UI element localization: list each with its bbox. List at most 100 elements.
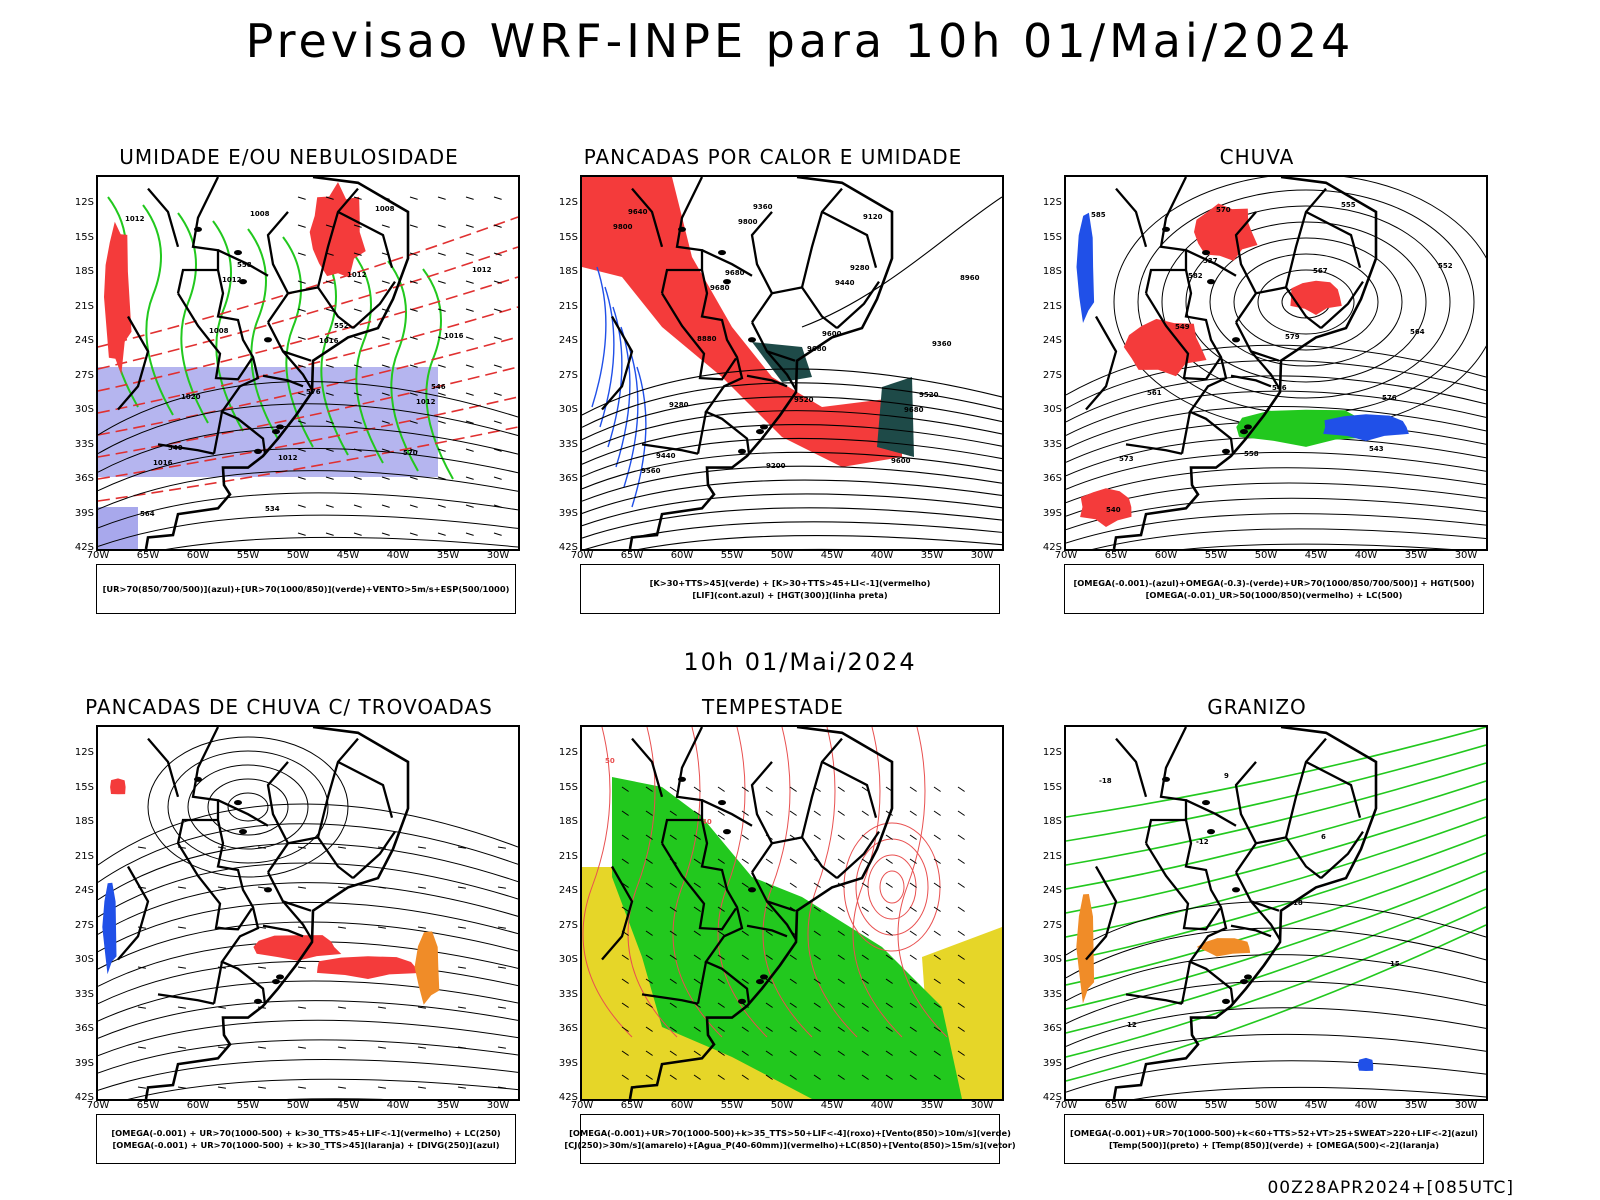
lake-marker [1162,776,1170,782]
map-granizo: -18 -12 18 15 12 9 6 [1064,725,1488,1101]
cloud-area [309,182,366,278]
wind-vector [909,858,917,864]
latitude-label: 12S [558,747,578,758]
wind-vector [837,978,845,984]
hail-area [1076,894,1095,1004]
border-line [176,268,218,294]
wind-vector [765,1074,773,1080]
wind-vector [765,1002,773,1008]
wind-vector [957,786,965,792]
wind-vector [493,252,502,256]
contour-label: 9680 [904,406,924,414]
wind-vector [457,926,466,929]
wind-vector [297,280,306,284]
legend-line: [Temp(500)](preto) + [Temp(850)](verde) … [1108,1140,1440,1150]
wind-vector [741,1050,749,1056]
wind-vector [645,882,653,888]
wind-vector [789,1026,797,1032]
border-line [836,830,880,879]
longitude-label: 70W [86,550,110,561]
contour-line [1183,543,1452,549]
contour-label: 567 [1313,267,1328,275]
main-title: Previsao WRF-INPE para 10h 01/Mai/2024 [245,14,1355,68]
wind-vector [337,1046,346,1049]
water-contour [807,727,858,1038]
border-line [696,411,708,454]
border-line [800,737,843,838]
contour-line [98,1039,518,1074]
border-line [1235,836,1322,880]
contour-line [1066,1007,1486,1047]
contour-label: 573 [1119,455,1134,463]
border-line [352,830,396,879]
wind-vector [297,308,306,312]
wind-vector [909,954,917,960]
legend-line: [K>30+TTS>45](verde) + [K>30+TTS>45+LI<-… [649,578,931,588]
wind-vector [645,834,653,840]
wind-vector [137,1006,146,1009]
lake-marker [1207,279,1215,285]
contour-label: 6 [1321,833,1326,841]
wind-vector [909,1002,917,1008]
wind-vector [493,196,502,200]
wind-vector [765,1050,773,1056]
longitude-label: 55W [720,550,744,561]
contour-label: 50 [605,757,615,765]
wind-vector [861,834,869,840]
wind-vector [621,786,629,792]
border-line [751,836,838,880]
border-line [1125,443,1183,455]
border-line [177,292,253,381]
longitude-label: 70W [570,550,594,561]
border-line [751,286,838,330]
wind-vector [493,280,502,284]
contour-line [98,470,518,510]
contour-line [582,507,1002,539]
contour-label: 1012 [222,276,242,284]
lake-marker [738,998,746,1004]
contour-label: 9440 [835,279,855,287]
border-line [746,924,788,938]
wind-vector [933,810,941,816]
latitude-label: 21S [558,850,578,862]
contour-label: 561 [1147,389,1162,397]
wind-vector [381,420,390,424]
wind-vector [765,786,773,792]
wind-vector [717,978,725,984]
wind-vector [933,882,941,888]
wind-vector [437,224,446,228]
wind-vector [693,834,701,840]
border-line [1305,210,1362,269]
wind-vector [409,196,418,200]
lake-marker [760,424,768,430]
contour-line [98,803,518,866]
wind-vector [377,926,386,929]
contour-label: 1020 [181,393,201,401]
wind-vector [497,926,506,929]
temp850-contour [1066,762,1486,866]
wind-vector [837,786,845,792]
lake-marker [1240,978,1248,985]
latitude-label: 15S [558,781,578,793]
wind-vector [861,1050,869,1056]
wind-vector [325,448,334,452]
legend-umidade: [UR>70(850/700/500)](azul)+[UR>70(1000/8… [96,564,516,614]
longitude-label: 40W [1354,1100,1378,1111]
border-line [766,900,797,941]
wind-vector [765,906,773,912]
wind-vector [693,786,701,792]
longitude-label: 30W [970,1100,994,1111]
latitude-label: 24S [558,335,578,346]
wind-vector [493,392,502,396]
contour-label: 549 [1175,323,1190,331]
contour-line [98,921,518,970]
humidity-area [98,507,138,549]
wind-vector [325,336,334,340]
wind-vector [353,336,362,340]
wind-vector [297,224,306,228]
wind-vector [497,846,506,849]
wind-vector [693,906,701,912]
latitude-label: 18S [74,816,94,827]
wind-vector [177,1086,186,1089]
border-line [212,411,224,454]
